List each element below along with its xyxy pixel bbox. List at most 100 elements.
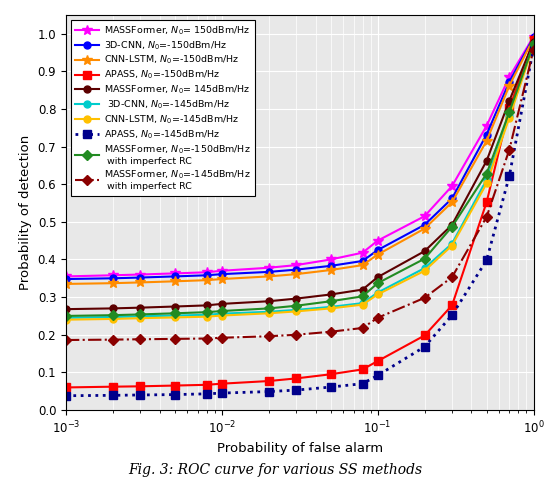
MASSFormer, $N_0$= 145dBm/Hz xyxy=(109,305,116,311)
APASS, $N_0$=-150dBm/Hz xyxy=(266,378,272,384)
MASSFormer, $N_0$=-150dBm/Hz
 with imperfect RC xyxy=(266,305,272,311)
APASS, $N_0$=-145dBm/Hz xyxy=(266,389,272,395)
MASSFormer, $N_0$= 150dBm/Hz xyxy=(204,269,210,275)
Legend: MASSFormer, $N_0$= 150dBm/Hz, 3D-CNN, $N_0$=-150dBm/Hz, CNN-LSTM, $N_0$=-150dBm/: MASSFormer, $N_0$= 150dBm/Hz, 3D-CNN, $N… xyxy=(71,20,255,196)
MASSFormer, $N_0$=-145dBm/Hz
 with imperfect RC xyxy=(293,332,300,338)
CNN-LSTM, $N_0$=-145dBm/Hz xyxy=(530,42,537,48)
CNN-LSTM, $N_0$=-150dBm/Hz xyxy=(530,36,537,41)
3D-CNN, $N_0$=-150dBm/Hz xyxy=(63,276,69,282)
3D-CNN, $N_0$=-150dBm/Hz xyxy=(327,263,334,269)
 3D-CNN, $N_0$=-145dBm/Hz xyxy=(327,304,334,310)
APASS, $N_0$=-145dBm/Hz xyxy=(449,312,455,318)
MASSFormer, $N_0$=-150dBm/Hz
 with imperfect RC xyxy=(218,308,225,314)
MASSFormer, $N_0$=-145dBm/Hz
 with imperfect RC xyxy=(375,315,381,321)
MASSFormer, $N_0$= 150dBm/Hz xyxy=(293,262,300,268)
Line: 3D-CNN, $N_0$=-150dBm/Hz: 3D-CNN, $N_0$=-150dBm/Hz xyxy=(63,34,537,283)
MASSFormer, $N_0$=-150dBm/Hz
 with imperfect RC xyxy=(293,303,300,309)
MASSFormer, $N_0$= 145dBm/Hz xyxy=(421,248,428,254)
CNN-LSTM, $N_0$=-145dBm/Hz xyxy=(172,315,178,321)
MASSFormer, $N_0$= 150dBm/Hz xyxy=(63,274,69,280)
APASS, $N_0$=-145dBm/Hz xyxy=(63,393,69,399)
APASS, $N_0$=-145dBm/Hz xyxy=(483,257,490,263)
APASS, $N_0$=-150dBm/Hz xyxy=(293,375,300,381)
MASSFormer, $N_0$=-150dBm/Hz
 with imperfect RC xyxy=(137,311,144,317)
APASS, $N_0$=-150dBm/Hz xyxy=(359,367,366,372)
MASSFormer, $N_0$=-150dBm/Hz
 with imperfect RC xyxy=(530,41,537,47)
Text: Fig. 3: ROC curve for various SS methods: Fig. 3: ROC curve for various SS methods xyxy=(128,463,422,477)
MASSFormer, $N_0$= 150dBm/Hz xyxy=(421,213,428,219)
APASS, $N_0$=-150dBm/Hz xyxy=(218,381,225,387)
 3D-CNN, $N_0$=-145dBm/Hz xyxy=(530,41,537,47)
CNN-LSTM, $N_0$=-150dBm/Hz xyxy=(359,262,366,268)
3D-CNN, $N_0$=-150dBm/Hz xyxy=(506,79,513,85)
MASSFormer, $N_0$= 150dBm/Hz xyxy=(218,268,225,274)
CNN-LSTM, $N_0$=-145dBm/Hz xyxy=(421,268,428,274)
MASSFormer, $N_0$=-145dBm/Hz
 with imperfect RC xyxy=(204,335,210,341)
MASSFormer, $N_0$= 145dBm/Hz xyxy=(63,306,69,312)
Line: MASSFormer, $N_0$=-150dBm/Hz
 with imperfect RC: MASSFormer, $N_0$=-150dBm/Hz with imperf… xyxy=(63,41,537,320)
3D-CNN, $N_0$=-150dBm/Hz xyxy=(293,267,300,273)
APASS, $N_0$=-150dBm/Hz xyxy=(109,384,116,390)
MASSFormer, $N_0$= 150dBm/Hz xyxy=(375,238,381,244)
CNN-LSTM, $N_0$=-150dBm/Hz xyxy=(63,281,69,287)
APASS, $N_0$=-145dBm/Hz xyxy=(109,392,116,398)
MASSFormer, $N_0$= 150dBm/Hz xyxy=(172,270,178,276)
X-axis label: Probability of false alarm: Probability of false alarm xyxy=(217,442,383,455)
MASSFormer, $N_0$=-145dBm/Hz
 with imperfect RC xyxy=(137,336,144,342)
 3D-CNN, $N_0$=-145dBm/Hz xyxy=(375,289,381,295)
3D-CNN, $N_0$=-150dBm/Hz xyxy=(172,274,178,280)
MASSFormer, $N_0$= 145dBm/Hz xyxy=(293,295,300,301)
APASS, $N_0$=-145dBm/Hz xyxy=(218,390,225,396)
MASSFormer, $N_0$=-145dBm/Hz
 with imperfect RC xyxy=(327,329,334,335)
3D-CNN, $N_0$=-150dBm/Hz xyxy=(530,35,537,41)
CNN-LSTM, $N_0$=-150dBm/Hz xyxy=(266,274,272,280)
APASS, $N_0$=-145dBm/Hz xyxy=(293,387,300,393)
CNN-LSTM, $N_0$=-145dBm/Hz xyxy=(483,180,490,186)
3D-CNN, $N_0$=-150dBm/Hz xyxy=(375,247,381,253)
CNN-LSTM, $N_0$=-145dBm/Hz xyxy=(204,314,210,320)
APASS, $N_0$=-150dBm/Hz xyxy=(506,105,513,111)
Line: CNN-LSTM, $N_0$=-150dBm/Hz: CNN-LSTM, $N_0$=-150dBm/Hz xyxy=(61,34,538,289)
MASSFormer, $N_0$= 150dBm/Hz xyxy=(266,265,272,271)
 3D-CNN, $N_0$=-145dBm/Hz xyxy=(483,177,490,183)
 3D-CNN, $N_0$=-145dBm/Hz xyxy=(172,313,178,319)
CNN-LSTM, $N_0$=-150dBm/Hz xyxy=(421,226,428,232)
Line: MASSFormer, $N_0$= 145dBm/Hz: MASSFormer, $N_0$= 145dBm/Hz xyxy=(63,39,537,313)
 3D-CNN, $N_0$=-145dBm/Hz xyxy=(293,307,300,313)
CNN-LSTM, $N_0$=-150dBm/Hz xyxy=(375,251,381,257)
MASSFormer, $N_0$=-145dBm/Hz
 with imperfect RC xyxy=(218,335,225,341)
MASSFormer, $N_0$= 145dBm/Hz xyxy=(449,222,455,228)
CNN-LSTM, $N_0$=-145dBm/Hz xyxy=(293,308,300,314)
APASS, $N_0$=-145dBm/Hz xyxy=(359,381,366,387)
APASS, $N_0$=-150dBm/Hz xyxy=(204,382,210,388)
APASS, $N_0$=-145dBm/Hz xyxy=(137,392,144,398)
 3D-CNN, $N_0$=-145dBm/Hz xyxy=(449,241,455,247)
MASSFormer, $N_0$=-145dBm/Hz
 with imperfect RC xyxy=(109,337,116,343)
 3D-CNN, $N_0$=-145dBm/Hz xyxy=(63,315,69,321)
APASS, $N_0$=-145dBm/Hz xyxy=(506,173,513,179)
Line: CNN-LSTM, $N_0$=-145dBm/Hz: CNN-LSTM, $N_0$=-145dBm/Hz xyxy=(63,42,537,323)
CNN-LSTM, $N_0$=-150dBm/Hz xyxy=(327,267,334,273)
3D-CNN, $N_0$=-150dBm/Hz xyxy=(359,258,366,264)
3D-CNN, $N_0$=-150dBm/Hz xyxy=(137,275,144,281)
CNN-LSTM, $N_0$=-145dBm/Hz xyxy=(506,115,513,121)
 3D-CNN, $N_0$=-145dBm/Hz xyxy=(359,300,366,306)
CNN-LSTM, $N_0$=-145dBm/Hz xyxy=(137,315,144,321)
MASSFormer, $N_0$=-150dBm/Hz
 with imperfect RC xyxy=(359,293,366,299)
MASSFormer, $N_0$=-150dBm/Hz
 with imperfect RC xyxy=(63,313,69,319)
MASSFormer, $N_0$=-145dBm/Hz
 with imperfect RC xyxy=(530,47,537,53)
MASSFormer, $N_0$=-150dBm/Hz
 with imperfect RC xyxy=(327,298,334,304)
MASSFormer, $N_0$= 145dBm/Hz xyxy=(530,39,537,45)
CNN-LSTM, $N_0$=-150dBm/Hz xyxy=(449,199,455,205)
MASSFormer, $N_0$=-145dBm/Hz
 with imperfect RC xyxy=(449,274,455,280)
MASSFormer, $N_0$=-145dBm/Hz
 with imperfect RC xyxy=(421,295,428,301)
 3D-CNN, $N_0$=-145dBm/Hz xyxy=(204,312,210,318)
CNN-LSTM, $N_0$=-150dBm/Hz xyxy=(218,276,225,282)
MASSFormer, $N_0$= 150dBm/Hz xyxy=(137,272,144,278)
MASSFormer, $N_0$=-150dBm/Hz
 with imperfect RC xyxy=(421,256,428,262)
MASSFormer, $N_0$= 145dBm/Hz xyxy=(204,302,210,308)
CNN-LSTM, $N_0$=-145dBm/Hz xyxy=(449,243,455,248)
APASS, $N_0$=-150dBm/Hz xyxy=(375,358,381,364)
Line: MASSFormer, $N_0$= 150dBm/Hz: MASSFormer, $N_0$= 150dBm/Hz xyxy=(61,32,538,281)
APASS, $N_0$=-150dBm/Hz xyxy=(449,302,455,308)
